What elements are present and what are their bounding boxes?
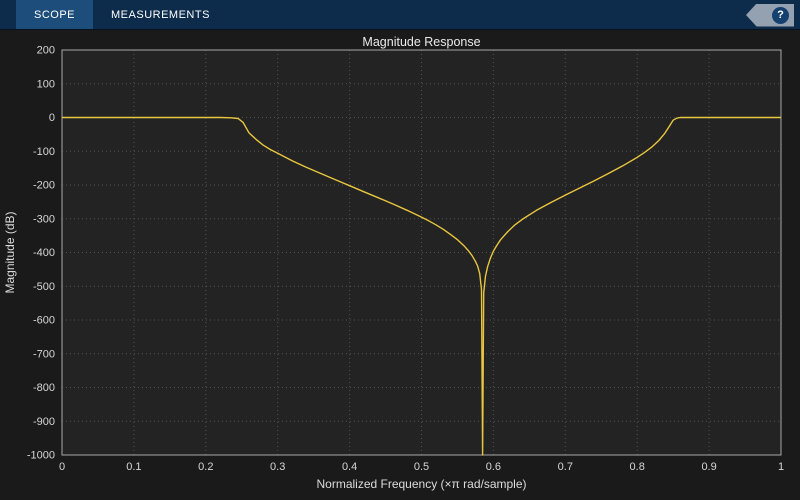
axes-border	[61, 49, 782, 456]
y-tick-label: -400	[33, 247, 55, 259]
y-tick-label: -200	[33, 180, 55, 192]
y-tick-label: 0	[49, 112, 55, 124]
y-tick-label: -900	[33, 416, 55, 428]
y-axis-label: Magnitude (dB)	[3, 211, 17, 293]
x-tick-label: 0.4	[342, 461, 357, 473]
x-tick-label: 0.8	[630, 461, 645, 473]
x-tick-label: 0.6	[486, 461, 501, 473]
x-tick-label: 0.1	[126, 461, 141, 473]
y-tick-label: -800	[33, 382, 55, 394]
toolbar-tabstrip: SCOPE MEASUREMENTS ?	[0, 0, 800, 30]
magnitude-response-chart: 0 0.1 0.2 0.3 0.4 0.5 0.6 0.7 0.8 0.9 1 200 100 0 -100…	[3, 45, 784, 492]
help-icon[interactable]: ?	[772, 6, 789, 24]
collapse-ribbon-icon[interactable]: ?	[746, 3, 794, 27]
y-tick-label: -500	[33, 281, 55, 293]
y-tick-label: 200	[37, 45, 55, 57]
tab-scope[interactable]: SCOPE	[16, 0, 94, 29]
toolbar-right: ?	[746, 3, 794, 27]
x-tick-label: 0.7	[558, 461, 573, 473]
x-tick-label: 0.9	[701, 461, 716, 473]
plot-container: Magnitude Response 0 0.1 0.2 0.3 0.4 0.5 0.6 0.…	[0, 30, 800, 500]
x-tick-label: 0.2	[198, 461, 213, 473]
x-tick-label: 0.3	[270, 461, 285, 473]
y-tick-label: -100	[33, 146, 55, 158]
x-tick-label: 0	[59, 461, 65, 473]
y-tick-label: 100	[37, 78, 55, 90]
y-tick-label: -300	[33, 213, 55, 225]
x-tick-label: 0.5	[414, 461, 429, 473]
y-tick-label: -1000	[27, 450, 55, 462]
magnitude-response-curve	[62, 116, 781, 456]
x-tick-label: 1	[778, 461, 784, 473]
y-tick-label: -600	[33, 315, 55, 327]
x-axis-label: Normalized Frequency (×π rad/sample)	[316, 477, 526, 491]
y-tick-label: -700	[33, 348, 55, 360]
tab-measurements[interactable]: MEASUREMENTS	[111, 8, 210, 21]
